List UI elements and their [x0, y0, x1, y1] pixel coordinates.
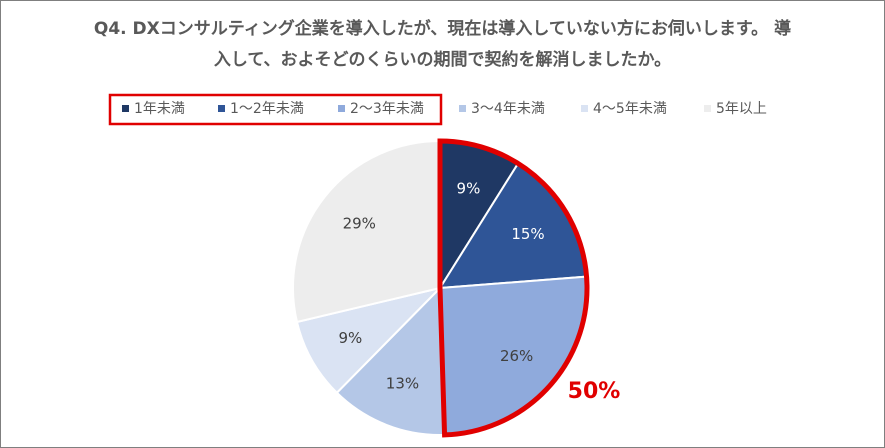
legend-swatch	[122, 105, 129, 112]
data-label: 29%	[343, 215, 376, 233]
legend-label: 3〜4年未満	[471, 101, 545, 117]
legend-label: 5年以上	[716, 101, 767, 117]
legend-label: 2〜3年未満	[350, 101, 424, 117]
pie-slice	[292, 139, 441, 324]
legend-swatch	[581, 105, 588, 112]
data-label: 26%	[500, 347, 533, 365]
highlight-outline	[437, 138, 590, 438]
legend-swatch	[459, 105, 466, 112]
legend-highlight	[108, 93, 443, 126]
annotation: 50%	[568, 379, 621, 404]
legend-label: 4〜5年未満	[593, 101, 667, 117]
legend-swatch	[704, 105, 711, 112]
data-label: 9%	[457, 180, 481, 198]
data-label: 9%	[338, 329, 362, 347]
data-label: 15%	[511, 225, 544, 243]
legend-swatch	[338, 105, 345, 112]
legend-swatch	[218, 105, 225, 112]
chart-title: Q4. DXコンサルティング企業を導入したが、現在は導入していない方にお伺いしま…	[93, 19, 792, 70]
legend-label: 1〜2年未満	[230, 101, 304, 117]
legend-label: 1年未満	[134, 101, 185, 117]
pie-slice	[335, 285, 446, 436]
data-label: 13%	[386, 374, 419, 392]
